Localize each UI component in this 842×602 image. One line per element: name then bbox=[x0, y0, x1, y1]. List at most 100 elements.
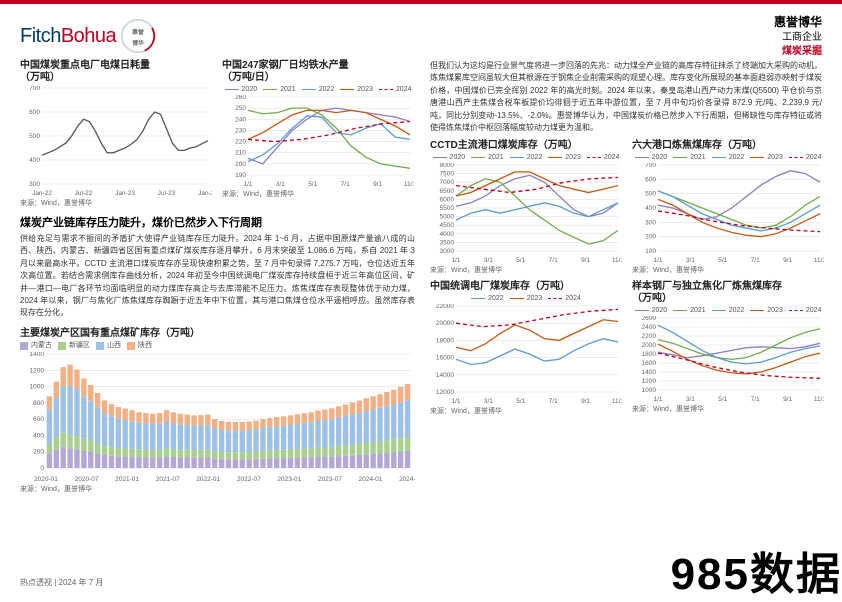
svg-text:Jan-22: Jan-22 bbox=[32, 190, 52, 196]
svg-text:11/1: 11/1 bbox=[814, 257, 824, 263]
svg-text:500: 500 bbox=[645, 191, 656, 198]
chart-e-title: 六大港口炼焦煤库存（万吨） bbox=[632, 140, 824, 152]
svg-text:22000: 22000 bbox=[436, 304, 454, 310]
svg-text:2021-07: 2021-07 bbox=[156, 476, 180, 482]
svg-text:2200: 2200 bbox=[642, 333, 657, 340]
svg-text:14000: 14000 bbox=[436, 372, 454, 379]
svg-text:1/1: 1/1 bbox=[653, 257, 662, 263]
logo-text: FitchBohua bbox=[20, 25, 116, 48]
svg-text:6500: 6500 bbox=[440, 188, 455, 195]
top-accent-bar bbox=[0, 0, 842, 4]
svg-text:7/1: 7/1 bbox=[751, 257, 760, 263]
sector: 煤炭采掘 bbox=[774, 45, 822, 59]
chart-a-src: 来源：Wind，惠誉博华 bbox=[20, 198, 212, 208]
svg-text:600: 600 bbox=[645, 177, 656, 184]
svg-text:5000: 5000 bbox=[440, 214, 455, 221]
svg-text:200: 200 bbox=[235, 161, 246, 168]
svg-text:9/1: 9/1 bbox=[581, 257, 590, 263]
chart-d-src: 来源：Wind，惠誉博华 bbox=[430, 265, 622, 275]
svg-text:7/1: 7/1 bbox=[549, 257, 558, 263]
svg-text:11/1: 11/1 bbox=[814, 396, 824, 402]
svg-text:500: 500 bbox=[29, 133, 40, 140]
logo: FitchBohua 惠誉 博华 bbox=[20, 18, 156, 54]
svg-text:12000: 12000 bbox=[436, 389, 454, 396]
svg-text:6000: 6000 bbox=[440, 197, 455, 204]
footer: 热点透视 | 2024 年 7 月 bbox=[20, 577, 103, 588]
chart-b: 中国247家钢厂日均铁水产量（万吨/日） 2020202120222023202… bbox=[222, 60, 414, 208]
logo-seal-icon: 惠誉 博华 bbox=[120, 18, 156, 54]
svg-text:2022-07: 2022-07 bbox=[237, 476, 261, 482]
chart-c-plot: 02004006008001000120014002020-012020-072… bbox=[20, 352, 415, 482]
svg-text:3/1: 3/1 bbox=[686, 396, 695, 402]
svg-text:3/1: 3/1 bbox=[686, 257, 695, 263]
svg-text:400: 400 bbox=[29, 157, 40, 164]
chart-c-title: 主要煤炭产区国有重点煤矿库存（万吨） bbox=[20, 328, 415, 340]
section-heading: 煤炭产业链库存压力陡升，煤价已然步入下行周期 bbox=[20, 214, 415, 230]
svg-text:2024-05: 2024-05 bbox=[399, 476, 415, 482]
svg-text:3500: 3500 bbox=[440, 240, 455, 247]
page-header: FitchBohua 惠誉 博华 惠誉博华 工商企业 煤炭采掘 bbox=[20, 14, 822, 59]
chart-a-title: 中国煤炭重点电厂电煤日耗量（万吨） bbox=[20, 60, 212, 84]
svg-text:7/1: 7/1 bbox=[549, 398, 558, 404]
svg-text:11/1: 11/1 bbox=[612, 398, 622, 404]
para-right: 但我们认为这均是行业景气度将进一步回落的先兆：动力煤全产业链的高库存特征抹杀了终… bbox=[430, 60, 822, 134]
svg-text:20000: 20000 bbox=[436, 321, 454, 328]
svg-text:2600: 2600 bbox=[642, 316, 657, 322]
svg-text:300: 300 bbox=[645, 220, 656, 227]
svg-text:11/1: 11/1 bbox=[612, 257, 622, 263]
svg-text:2021-01: 2021-01 bbox=[115, 476, 139, 482]
svg-text:7/1: 7/1 bbox=[751, 396, 760, 402]
svg-text:9/1: 9/1 bbox=[373, 181, 382, 187]
svg-text:1000: 1000 bbox=[30, 383, 45, 390]
svg-text:240: 240 bbox=[235, 116, 246, 123]
svg-text:100: 100 bbox=[645, 248, 656, 255]
svg-text:2023-07: 2023-07 bbox=[318, 476, 342, 482]
chart-f-src: 来源：Wind，惠誉博华 bbox=[430, 406, 622, 416]
svg-text:3000: 3000 bbox=[440, 248, 455, 255]
chart-b-title: 中国247家钢厂日均铁水产量（万吨/日） bbox=[222, 60, 414, 84]
svg-text:1400: 1400 bbox=[642, 369, 657, 376]
chart-b-src: 来源：Wind，惠誉博华 bbox=[222, 189, 414, 199]
svg-text:Jul-23: Jul-23 bbox=[158, 190, 176, 196]
svg-text:5/1: 5/1 bbox=[516, 398, 525, 404]
chart-e-legend: 20202021202220232024 bbox=[632, 154, 824, 161]
svg-text:1000: 1000 bbox=[642, 387, 657, 394]
header-meta: 惠誉博华 工商企业 煤炭采掘 bbox=[774, 14, 822, 59]
svg-text:3/1: 3/1 bbox=[276, 181, 285, 187]
svg-text:210: 210 bbox=[235, 150, 246, 157]
svg-text:3/1: 3/1 bbox=[484, 257, 493, 263]
svg-text:1/1: 1/1 bbox=[653, 396, 662, 402]
chart-b-legend: 20202021202220232024 bbox=[222, 86, 414, 93]
svg-text:400: 400 bbox=[645, 205, 656, 212]
svg-text:11/1: 11/1 bbox=[404, 181, 414, 187]
svg-text:18000: 18000 bbox=[436, 338, 454, 345]
svg-text:5/1: 5/1 bbox=[516, 257, 525, 263]
svg-text:2400: 2400 bbox=[642, 324, 657, 331]
chart-f-plot: 1200014000160001800020000220001/13/15/17… bbox=[430, 304, 622, 404]
svg-text:Jul-22: Jul-22 bbox=[75, 190, 93, 196]
para-left: 供给充足与需求不振间的矛盾扩大使得产业链库存压力陡升。2024 年 1~6 月，… bbox=[20, 233, 415, 320]
chart-b-plot: 1902002102202302402502601/13/15/17/19/11… bbox=[222, 95, 414, 187]
svg-text:2020-07: 2020-07 bbox=[75, 476, 99, 482]
svg-text:2000: 2000 bbox=[642, 342, 657, 349]
svg-text:16000: 16000 bbox=[436, 355, 454, 362]
chart-d-legend: 20202021202220232024 bbox=[430, 154, 622, 161]
svg-text:7500: 7500 bbox=[440, 171, 455, 178]
svg-text:5/1: 5/1 bbox=[718, 257, 727, 263]
chart-c-legend: 内蒙古新疆区山西陕西 bbox=[20, 342, 415, 350]
svg-text:1/1: 1/1 bbox=[451, 398, 460, 404]
svg-text:8000: 8000 bbox=[440, 163, 455, 169]
chart-g-legend: 20202021202220232024 bbox=[632, 307, 824, 314]
svg-text:1600: 1600 bbox=[642, 360, 657, 367]
svg-text:260: 260 bbox=[235, 95, 246, 101]
svg-text:2023-01: 2023-01 bbox=[277, 476, 301, 482]
svg-text:700: 700 bbox=[645, 163, 656, 169]
svg-text:9/1: 9/1 bbox=[783, 257, 792, 263]
chart-e: 六大港口炼焦煤库存（万吨） 20202021202220232024 10020… bbox=[632, 140, 824, 275]
svg-text:5/1: 5/1 bbox=[308, 181, 317, 187]
svg-text:600: 600 bbox=[29, 109, 40, 116]
chart-a-plot: 300400500600700Jan-22Jul-22Jan-23Jul-23J… bbox=[20, 86, 212, 196]
chart-e-plot: 1002003004005006007001/13/15/17/19/111/1 bbox=[632, 163, 824, 263]
svg-text:2022-01: 2022-01 bbox=[196, 476, 220, 482]
right-column: 但我们认为这均是行业景气度将进一步回落的先兆：动力煤全产业链的高库存特征抹杀了终… bbox=[430, 60, 822, 416]
